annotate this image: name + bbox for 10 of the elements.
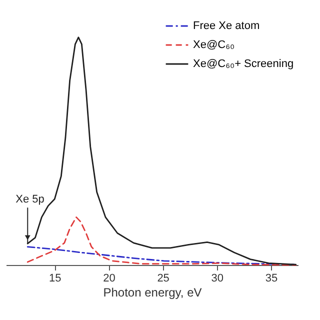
x-axis-title: Photon energy, eV [103,286,202,300]
x-tick-label: 15 [49,272,62,284]
x-tick-label: 35 [265,272,278,284]
x-tick-label: 20 [103,272,116,284]
legend-label: Free Xe atom [193,20,260,32]
x-tick-label: 30 [211,272,224,284]
legend-label: Xe@C₆₀+ Screening [193,58,294,70]
legend-label: Xe@C₆₀ [193,39,235,51]
annotation: Xe 5p [16,194,44,206]
x-tick-label: 25 [157,272,170,284]
